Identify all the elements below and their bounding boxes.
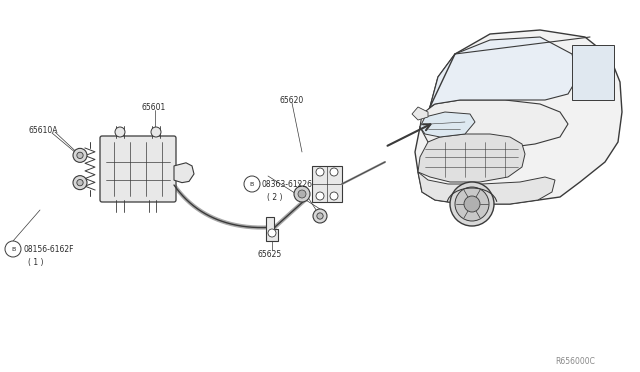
Text: 08363-61226: 08363-61226 [262, 180, 313, 189]
Polygon shape [418, 134, 525, 182]
Text: R656000C: R656000C [555, 357, 595, 366]
Circle shape [77, 180, 83, 186]
Polygon shape [420, 100, 568, 150]
Circle shape [313, 209, 327, 223]
Circle shape [330, 168, 338, 176]
Polygon shape [412, 107, 428, 120]
Circle shape [317, 213, 323, 219]
Circle shape [450, 182, 494, 226]
Text: 65620: 65620 [280, 96, 304, 105]
Text: ( 1 ): ( 1 ) [28, 257, 44, 266]
Polygon shape [430, 37, 578, 107]
Circle shape [455, 187, 489, 221]
Circle shape [464, 196, 480, 212]
Text: 65601: 65601 [142, 103, 166, 112]
Circle shape [244, 176, 260, 192]
Text: B: B [11, 247, 15, 251]
Circle shape [294, 186, 310, 202]
Text: 08156-6162F: 08156-6162F [23, 244, 74, 253]
Bar [312, 166, 342, 202]
Bar [572, 45, 614, 100]
Circle shape [73, 176, 87, 190]
Circle shape [77, 152, 83, 158]
Circle shape [316, 192, 324, 200]
Polygon shape [420, 112, 475, 137]
Circle shape [330, 192, 338, 200]
Circle shape [5, 241, 21, 257]
Circle shape [151, 127, 161, 137]
Polygon shape [174, 163, 194, 183]
Polygon shape [415, 30, 622, 204]
Circle shape [115, 127, 125, 137]
Text: B: B [250, 182, 254, 186]
Circle shape [73, 148, 87, 162]
FancyBboxPatch shape [100, 136, 176, 202]
Circle shape [268, 229, 276, 237]
Polygon shape [418, 172, 555, 204]
Circle shape [316, 168, 324, 176]
Text: 65610A: 65610A [28, 125, 58, 135]
Circle shape [298, 190, 306, 198]
Polygon shape [266, 217, 278, 241]
Text: 65625: 65625 [258, 250, 282, 259]
Text: ( 2 ): ( 2 ) [267, 192, 282, 202]
